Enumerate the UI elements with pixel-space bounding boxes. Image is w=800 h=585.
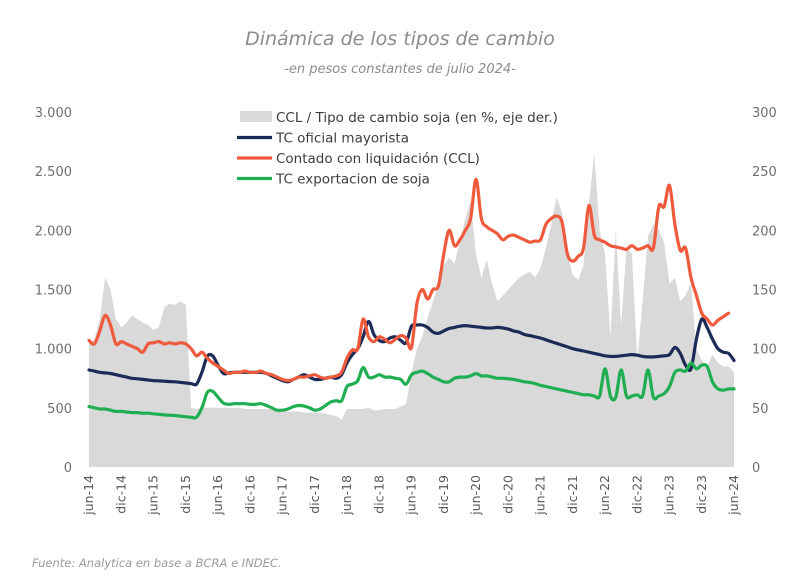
y-tick-label: 500 bbox=[47, 402, 72, 417]
x-tick-label: jun-22 bbox=[597, 475, 612, 516]
legend-swatch bbox=[240, 111, 272, 122]
y-tick-label: 2.000 bbox=[35, 224, 72, 239]
y-axis-right: 0 50 100 150 200 250 300 bbox=[752, 106, 777, 476]
series-area-ccl-tipo-de-cambio-soja-en-eje-der bbox=[89, 153, 734, 467]
source-note: Fuente: Analytica en base a BCRA e INDEC… bbox=[32, 556, 282, 570]
y-axis-left: 0 500 1.000 1.500 2.000 2.500 3.000 bbox=[35, 106, 72, 476]
x-tick-label: dic-17 bbox=[307, 475, 322, 514]
x-tick-label: dic-14 bbox=[113, 475, 128, 514]
x-tick-label: dic-21 bbox=[565, 475, 580, 514]
legend-label: CCL / Tipo de cambio soja (en %, eje der… bbox=[276, 110, 558, 126]
x-tick-label: jun-20 bbox=[468, 475, 483, 516]
series-line-contado-con-liquidaci-n-ccl bbox=[87, 177, 731, 383]
legend-label: TC exportacion de soja bbox=[275, 172, 430, 188]
y2-tick-label: 150 bbox=[752, 284, 777, 299]
x-tick-label: jun-15 bbox=[146, 475, 161, 516]
legend-label: Contado con liquidación (CCL) bbox=[276, 151, 480, 167]
chart-subtitle: -en pesos constantes de julio 2024- bbox=[284, 62, 516, 77]
x-tick-label: dic-18 bbox=[371, 475, 386, 514]
y2-tick-label: 100 bbox=[752, 343, 777, 358]
series-line-tc-oficial-mayorista bbox=[87, 317, 736, 387]
x-tick-label: jun-24 bbox=[726, 475, 741, 516]
legend: CCL / Tipo de cambio soja (en %, eje der… bbox=[237, 110, 558, 188]
y-tick-label: 1.000 bbox=[35, 343, 72, 358]
y-tick-label: 2.500 bbox=[35, 165, 72, 180]
y2-tick-label: 200 bbox=[752, 224, 777, 239]
y-tick-label: 0 bbox=[64, 461, 72, 476]
x-tick-label: dic-16 bbox=[242, 475, 257, 514]
y-tick-label: 3.000 bbox=[35, 106, 72, 121]
series-line-tc-exportacion-de-soja bbox=[87, 361, 736, 420]
x-tick-label: jun-23 bbox=[662, 475, 677, 516]
x-tick-label: jun-14 bbox=[81, 475, 96, 516]
x-tick-label: dic-20 bbox=[500, 475, 515, 514]
y2-tick-label: 50 bbox=[752, 402, 769, 417]
x-axis: jun-14 dic-14 jun-15 dic-15 jun-16 dic-16 jun-… bbox=[81, 475, 741, 516]
x-tick-label: dic-19 bbox=[436, 475, 451, 514]
area-layer bbox=[89, 153, 734, 467]
legend-label: TC oficial mayorista bbox=[275, 131, 409, 147]
x-tick-label: jun-17 bbox=[275, 475, 290, 516]
y2-tick-label: 250 bbox=[752, 165, 777, 180]
y-tick-label: 1.500 bbox=[35, 284, 72, 299]
x-tick-label: jun-21 bbox=[533, 475, 548, 516]
x-tick-label: jun-18 bbox=[339, 475, 354, 516]
y2-tick-label: 300 bbox=[752, 106, 777, 121]
x-tick-label: jun-16 bbox=[210, 475, 225, 516]
x-tick-label: dic-23 bbox=[694, 475, 709, 514]
y2-tick-label: 0 bbox=[752, 461, 760, 476]
line-layer bbox=[87, 177, 736, 420]
x-tick-label: jun-19 bbox=[404, 475, 419, 516]
x-tick-label: dic-22 bbox=[629, 475, 644, 514]
x-tick-label: dic-15 bbox=[178, 475, 193, 514]
chart-title: Dinámica de los tipos de cambio bbox=[245, 28, 555, 50]
